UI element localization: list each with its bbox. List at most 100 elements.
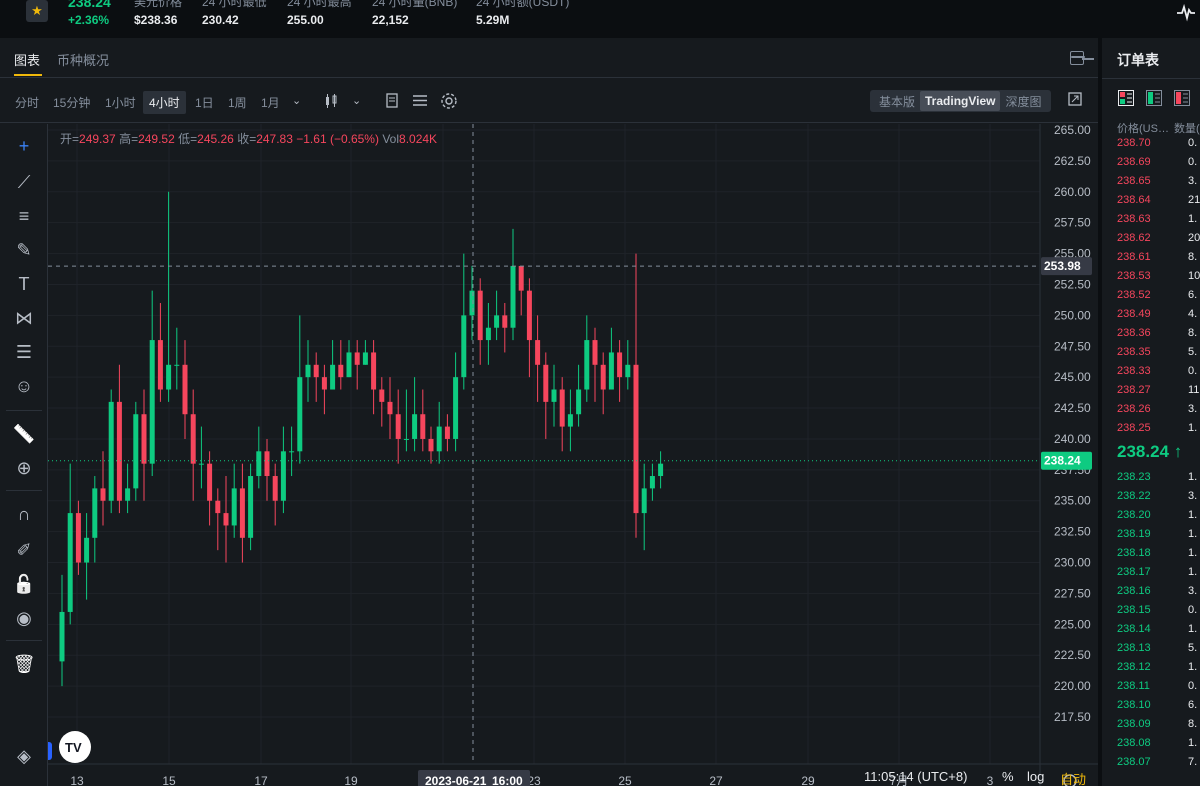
stat-label: 24 小时额(USDT) [476, 0, 570, 9]
zoom-in-icon[interactable]: ⊕ [16, 458, 32, 478]
lock-icon[interactable]: 🔓 [12, 574, 36, 594]
pulse-icon[interactable] [1176, 2, 1196, 22]
trend-line-icon[interactable]: ⟋ [17, 172, 31, 192]
log-toggle[interactable]: log [1027, 769, 1045, 784]
eye-icon[interactable]: ◉ [16, 608, 32, 628]
ask-row[interactable]: 238.49 4. [1102, 305, 1200, 324]
ask-row[interactable]: 238.33 0. [1102, 362, 1200, 381]
candle-body [543, 364, 549, 402]
ask-row[interactable]: 238.52 6. [1102, 286, 1200, 305]
pattern-icon[interactable]: ⋈ [15, 308, 33, 328]
fib-icon[interactable]: ☰ [15, 342, 33, 362]
bid-row[interactable]: 238.09 8. [1102, 715, 1200, 734]
view-depth[interactable]: 深度图 [1005, 94, 1042, 109]
stat-label: 24 小时最低 [202, 0, 267, 9]
book-asks-icon[interactable] [1174, 90, 1190, 106]
timeframe-button[interactable]: 1月 [261, 96, 280, 110]
lock-draw-icon[interactable]: ✐ [16, 540, 32, 560]
divider [6, 410, 42, 411]
candle-body [658, 463, 664, 477]
bid-row[interactable]: 238.12 1. [1102, 658, 1200, 677]
chevron-down-icon[interactable]: ⌄ [292, 95, 302, 107]
candle-type-icon[interactable] [324, 93, 338, 109]
ask-row[interactable]: 238.27 11. [1102, 381, 1200, 400]
chevron-down-icon[interactable]: ⌄ [352, 95, 362, 107]
favorite-star-icon[interactable]: ★ [26, 0, 48, 22]
percent-toggle[interactable]: % [1002, 769, 1014, 784]
row-qty: 10. [1188, 270, 1200, 282]
brush-icon[interactable]: ✎ [16, 240, 32, 260]
chart-settings-icon[interactable] [1063, 774, 1077, 786]
bid-row[interactable]: 238.19 1. [1102, 525, 1200, 544]
timeframe-button[interactable]: 1日 [195, 96, 214, 110]
book-both-icon[interactable] [1118, 90, 1134, 106]
ruler-icon[interactable]: 📏 [12, 424, 36, 444]
gear-icon[interactable] [440, 92, 458, 110]
bid-row[interactable]: 238.22 3. [1102, 487, 1200, 506]
view-basic[interactable]: 基本版 [879, 94, 916, 109]
bid-row[interactable]: 238.10 6. [1102, 696, 1200, 715]
x-tick-label: 29 [801, 774, 815, 786]
candle-body [567, 414, 573, 427]
row-price: 238.08 [1117, 737, 1151, 749]
timeframe-button-active[interactable]: 4小时 [143, 91, 186, 114]
ask-row[interactable]: 238.70 0. [1102, 134, 1200, 153]
candle-body [321, 377, 327, 390]
bid-row[interactable]: 238.18 1. [1102, 544, 1200, 563]
row-qty: 3. [1188, 175, 1198, 187]
timeframe-button[interactable]: 1周 [228, 96, 247, 110]
ask-row[interactable]: 238.62 20. [1102, 229, 1200, 248]
bid-row[interactable]: 238.15 0. [1102, 601, 1200, 620]
chart-area[interactable]: 265.00 262.50 260.00 257.50 255.00 252.50 250.… [44, 123, 1098, 786]
trash-icon[interactable]: 🗑 [12, 654, 36, 674]
timeframe-button[interactable]: 1小时 [105, 96, 136, 110]
bid-row[interactable]: 238.11 0. [1102, 677, 1200, 696]
timeframe-button[interactable]: 分时 [15, 96, 40, 110]
bid-row[interactable]: 238.07 7. [1102, 753, 1200, 772]
row-qty: 3. [1188, 490, 1198, 502]
ask-row[interactable]: 238.53 10. [1102, 267, 1200, 286]
list-settings-icon[interactable] [412, 94, 428, 107]
book-bids-icon[interactable] [1146, 90, 1162, 106]
bid-row[interactable]: 238.23 1. [1102, 468, 1200, 487]
ask-row[interactable]: 238.36 8. [1102, 324, 1200, 343]
timeframe-button[interactable]: 15分钟 [53, 96, 91, 110]
ask-row[interactable]: 238.25 1. [1102, 419, 1200, 438]
ask-row[interactable]: 238.35 5. [1102, 343, 1200, 362]
ask-row[interactable]: 238.63 1. [1102, 210, 1200, 229]
tab-chart[interactable]: 图表 [14, 53, 41, 68]
y-tick-label: 252.50 [1054, 277, 1091, 291]
horizontal-lines-icon[interactable]: ≡ [18, 206, 30, 226]
magnet-icon[interactable]: ∩ [17, 504, 31, 524]
bid-row[interactable]: 238.13 5. [1102, 639, 1200, 658]
minimize-icon[interactable] [1082, 49, 1098, 67]
crosshair-icon[interactable]: + [18, 136, 30, 156]
ask-row[interactable]: 238.65 3. [1102, 172, 1200, 191]
tab-coin-info[interactable]: 币种概况 [57, 53, 110, 68]
indicator-icon[interactable] [386, 93, 398, 108]
text-icon[interactable]: T [18, 274, 30, 294]
bid-row[interactable]: 238.14 1. [1102, 620, 1200, 639]
auto-scale-toggle[interactable]: 自动 [1060, 772, 1087, 786]
bid-row[interactable]: 238.17 1. [1102, 563, 1200, 582]
row-price: 238.33 [1117, 365, 1151, 377]
fullscreen-icon[interactable] [1068, 92, 1082, 106]
ask-row[interactable]: 238.69 0. [1102, 153, 1200, 172]
emoji-icon[interactable]: ☺ [14, 376, 34, 396]
bid-row[interactable]: 238.16 3. [1102, 582, 1200, 601]
ask-row[interactable]: 238.61 8. [1102, 248, 1200, 267]
layers-icon[interactable]: ◈ [17, 746, 31, 766]
ask-row[interactable]: 238.64 21. [1102, 191, 1200, 210]
candle-body [231, 488, 237, 526]
bid-row[interactable]: 238.08 1. [1102, 734, 1200, 753]
candlestick-chart[interactable]: 265.00 262.50 260.00 257.50 255.00 252.50 250.… [44, 123, 1098, 786]
stat-label: 美元价格 [134, 0, 183, 9]
view-tradingview[interactable]: TradingView [920, 91, 1001, 111]
row-price: 238.61 [1117, 251, 1151, 263]
bid-row[interactable]: 238.20 1. [1102, 506, 1200, 525]
candle-body [75, 513, 81, 563]
tradingview-logo[interactable] [59, 731, 91, 763]
ask-row[interactable]: 238.26 3. [1102, 400, 1200, 419]
scroll-left-handle[interactable] [44, 742, 52, 760]
row-price: 238.35 [1117, 346, 1151, 358]
